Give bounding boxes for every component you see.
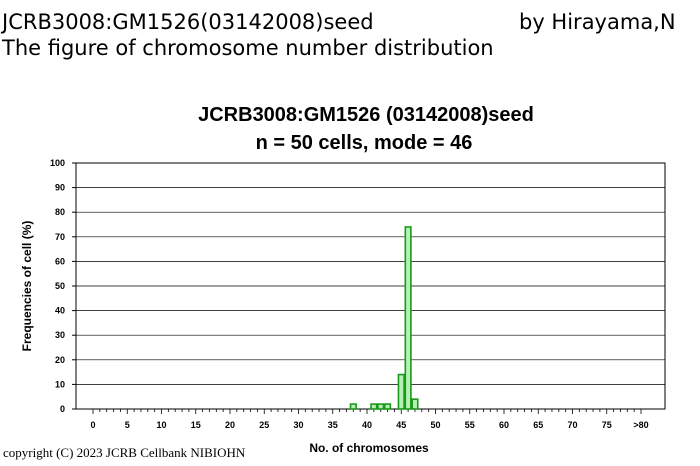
bar	[383, 403, 392, 410]
x-tick-label: 60	[499, 420, 509, 430]
x-axis-label: No. of chromosomes	[309, 441, 429, 455]
x-tick-label: 65	[533, 420, 543, 430]
y-tick-label: 10	[55, 379, 65, 389]
bar	[349, 403, 357, 410]
x-tick-label: 15	[191, 420, 201, 430]
header-subtitle: The figure of chromosome number distribu…	[2, 36, 494, 60]
x-tick-label: 45	[396, 420, 406, 430]
x-tick-label: 50	[430, 420, 440, 430]
x-tick-label: 20	[225, 420, 235, 430]
x-tick-label: 35	[328, 420, 338, 430]
header-author: by Hirayama,N	[519, 10, 676, 34]
y-tick-label: 70	[55, 232, 65, 242]
y-tick-label: 90	[55, 183, 65, 193]
x-tick-label: 75	[602, 420, 612, 430]
x-tick-label: 10	[156, 420, 166, 430]
y-tick-label: 50	[55, 281, 65, 291]
x-tick-label: >80	[633, 420, 648, 430]
x-tick-label: 30	[293, 420, 303, 430]
x-tick-label: 70	[567, 420, 577, 430]
x-tick-label: 5	[125, 420, 130, 430]
bar	[411, 398, 419, 410]
copyright-footer: copyright (C) 2023 JCRB Cellbank NIBIOHN	[3, 445, 246, 460]
y-tick-label: 30	[55, 330, 65, 340]
chart-title-line1: JCRB3008:GM1526 (03142008)seed	[198, 104, 534, 126]
bar	[404, 226, 412, 410]
grid-lines	[72, 162, 665, 414]
tick-labels: 0 10 20 30 40 50 60 70 80 90 100 0 5 10 15 20 25 30 35 40 45…	[50, 158, 649, 430]
y-axis-label: Frequencies of cell (%)	[20, 221, 34, 352]
x-tick-label: 55	[465, 420, 475, 430]
y-tick-label: 100	[50, 158, 65, 168]
x-tick-label: 0	[90, 420, 95, 430]
x-tick-label: 40	[362, 420, 372, 430]
bar	[370, 403, 378, 410]
header-title: JCRB3008:GM1526(03142008)seed	[2, 10, 374, 34]
bars	[349, 226, 419, 410]
y-tick-label: 80	[55, 207, 65, 217]
chart-title-line2: n = 50 cells, mode = 46	[256, 132, 473, 154]
y-tick-label: 60	[55, 256, 65, 266]
y-tick-label: 0	[60, 404, 65, 414]
bar	[377, 403, 385, 410]
bar	[397, 373, 405, 410]
y-tick-label: 40	[55, 306, 65, 316]
y-tick-label: 20	[55, 355, 65, 365]
x-tick-label: 25	[259, 420, 269, 430]
